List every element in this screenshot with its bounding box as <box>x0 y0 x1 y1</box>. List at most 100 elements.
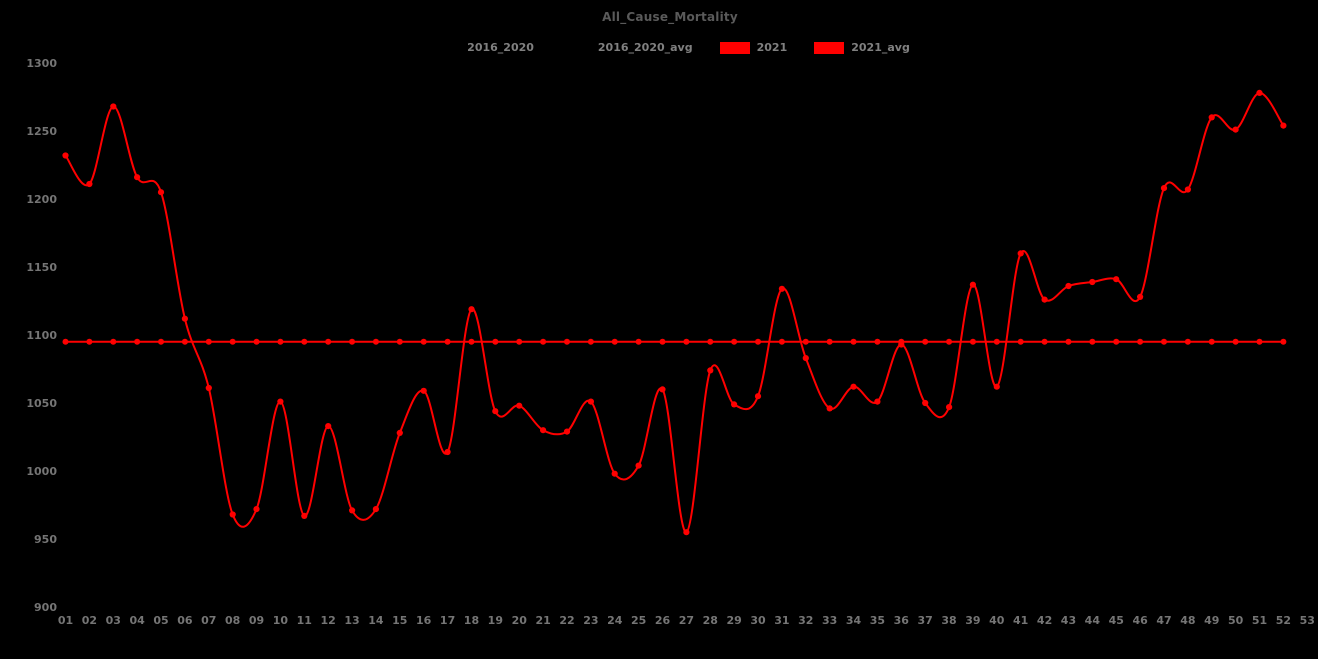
x-tick-label: 41 <box>1013 614 1028 627</box>
series-marker-2021 <box>635 462 642 469</box>
series-marker-2021 <box>1208 114 1215 121</box>
series-marker-2021 <box>253 506 260 513</box>
legend-swatch-2016-2020 <box>430 41 461 54</box>
series-marker-2021-avg <box>516 338 523 345</box>
x-tick-label: 09 <box>249 614 264 627</box>
series-marker-2021 <box>1280 122 1287 129</box>
series-marker-2021 <box>1089 278 1096 286</box>
y-tick-label: 1000 <box>26 465 57 478</box>
series-marker-2021 <box>993 383 1000 390</box>
x-tick-label: 02 <box>82 614 97 627</box>
series-marker-2021-avg <box>802 338 809 345</box>
series-marker-2021 <box>754 393 762 400</box>
series-marker-2021-avg <box>731 338 738 345</box>
x-tick-label: 35 <box>870 614 885 627</box>
series-marker-2021 <box>229 511 236 518</box>
series-marker-2021-avg <box>86 338 93 345</box>
chart-title: All_Cause_Mortality <box>602 10 738 24</box>
x-tick-label: 11 <box>297 614 312 627</box>
x-tick-label: 22 <box>559 614 574 627</box>
x-tick-label: 03 <box>106 614 121 627</box>
series-marker-2021-avg <box>1017 338 1024 345</box>
x-tick-label: 06 <box>177 614 193 627</box>
legend-item-2021: 2021 <box>719 41 788 54</box>
series-marker-2021 <box>707 367 714 374</box>
x-tick-label: 47 <box>1156 614 1171 627</box>
series-marker-2021 <box>563 428 571 435</box>
series-marker-2021-avg <box>1041 338 1048 345</box>
series-marker-2021-avg <box>1065 338 1072 345</box>
x-tick-label: 43 <box>1061 614 1076 627</box>
series-marker-2021-avg <box>1256 338 1263 345</box>
series-marker-2021-avg <box>683 338 690 345</box>
series-marker-2021 <box>1137 293 1144 300</box>
x-tick-label: 31 <box>774 614 789 627</box>
x-tick-label: 07 <box>201 614 216 627</box>
series-marker-2021 <box>731 401 738 408</box>
series-marker-2021-avg <box>659 338 666 345</box>
x-tick-label: 40 <box>989 614 1005 627</box>
x-tick-label: 29 <box>726 614 741 627</box>
x-tick-label: 16 <box>416 614 432 627</box>
legend-item-2021-avg: 2021_avg <box>814 41 910 54</box>
series-marker-2021 <box>301 512 308 520</box>
y-tick-label: 1300 <box>26 57 57 70</box>
x-tick-label: 32 <box>798 614 813 627</box>
x-tick-label: 34 <box>846 614 862 627</box>
series-marker-2021-avg <box>635 338 642 345</box>
series-marker-2021 <box>850 383 857 390</box>
series-marker-2021-avg <box>253 338 260 345</box>
series-marker-2021 <box>420 387 427 394</box>
series-marker-2021-avg <box>874 338 881 345</box>
series-marker-2021-avg <box>420 338 427 345</box>
series-marker-2021-avg <box>969 338 976 345</box>
x-tick-label: 25 <box>631 614 646 627</box>
x-tick-label: 19 <box>488 614 503 627</box>
x-tick-label: 50 <box>1228 614 1244 627</box>
series-marker-2021 <box>492 408 499 415</box>
x-tick-label: 42 <box>1037 614 1052 627</box>
legend-item-2016-2020: 2016_2020 <box>430 41 534 54</box>
x-tick-label: 17 <box>440 614 455 627</box>
series-marker-2021-avg <box>850 338 857 345</box>
series-marker-2021-avg <box>1280 338 1287 345</box>
series-marker-2021-avg <box>1137 338 1144 345</box>
x-tick-label: 28 <box>703 614 718 627</box>
x-tick-label: 45 <box>1109 614 1124 627</box>
series-marker-2021-avg <box>707 338 714 345</box>
series-marker-2021-avg <box>372 338 379 345</box>
x-tick-label: 18 <box>464 614 479 627</box>
series-marker-2021-avg <box>826 338 833 345</box>
x-tick-label: 51 <box>1252 614 1267 627</box>
series-marker-2021-avg <box>229 338 236 345</box>
series-marker-2021 <box>969 281 977 288</box>
x-tick-label: 08 <box>225 614 240 627</box>
series-marker-2021 <box>205 384 212 392</box>
series-marker-2021-avg <box>62 338 69 345</box>
series-marker-2021 <box>1256 89 1263 96</box>
x-tick-label: 30 <box>750 614 766 627</box>
series-marker-2021-avg <box>993 338 1000 345</box>
series-marker-2021-avg <box>1232 338 1239 345</box>
x-tick-label: 48 <box>1180 614 1195 627</box>
x-tick-label: 12 <box>321 614 336 627</box>
x-tick-label: 01 <box>58 614 73 627</box>
series-marker-2021-avg <box>1089 338 1096 345</box>
series-marker-2021 <box>181 315 188 322</box>
series-marker-2021 <box>802 355 809 362</box>
series-marker-2021-avg <box>277 338 284 345</box>
series-marker-2021 <box>922 399 929 407</box>
series-marker-2021-avg <box>444 338 451 345</box>
series-marker-2021-avg <box>611 338 618 345</box>
chart-legend: 2016_2020 2016_2020_avg 2021 2021_avg <box>0 41 1318 54</box>
series-marker-2021 <box>325 423 332 430</box>
series-marker-2021 <box>277 398 284 405</box>
series-marker-2021 <box>540 427 547 434</box>
legend-label: 2021 <box>756 41 788 54</box>
x-tick-label: 05 <box>153 614 168 627</box>
x-tick-label: 10 <box>273 614 289 627</box>
series-marker-2021-avg <box>540 338 547 345</box>
series-marker-2021-avg <box>1160 338 1167 345</box>
